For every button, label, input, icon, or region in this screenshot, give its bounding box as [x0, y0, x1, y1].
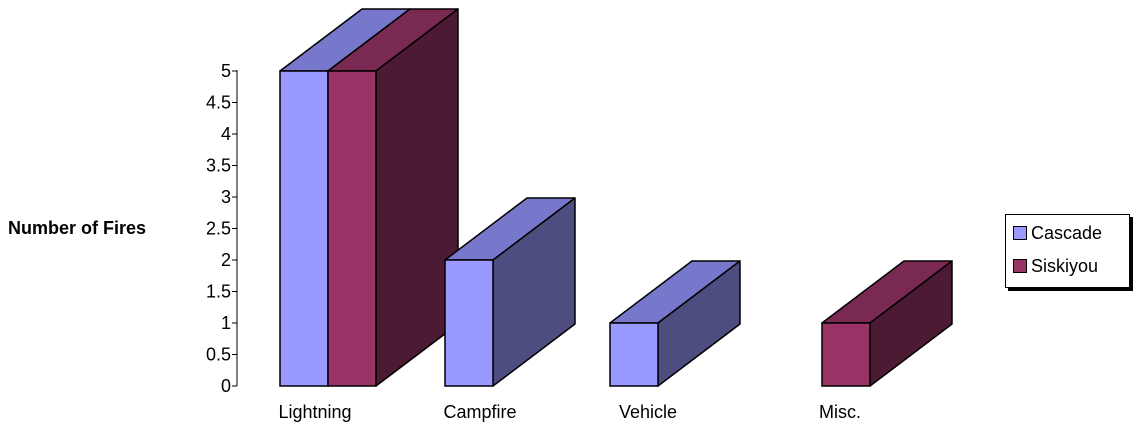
y-axis-label: Number of Fires	[8, 218, 147, 238]
bar-vehicle-cascade-front	[609, 322, 659, 387]
y-tick-label: 4	[221, 124, 231, 144]
legend-label-siskiyou: Siskiyou	[1031, 255, 1099, 276]
y-tick-label: 4.5	[206, 93, 231, 113]
y-tick-label: 2.5	[206, 219, 231, 239]
y-tick-label: 0.5	[206, 345, 231, 365]
y-tick-label: 5	[221, 61, 231, 81]
y-tick-label: 2	[221, 250, 231, 270]
bars	[279, 8, 953, 387]
x-tick-label: Campfire	[443, 402, 516, 422]
y-tick-label: 1	[221, 313, 231, 333]
y-tick-label: 3	[221, 187, 231, 207]
y-axis: 0 0.5 1 1.5 2 2.5 3 3.5 4 4.5 5	[206, 61, 238, 396]
legend: Cascade Siskiyou	[1005, 214, 1130, 288]
bar-campfire-cascade-front	[444, 259, 494, 387]
bar-vehicle-cascade	[609, 260, 741, 387]
legend-swatch-siskiyou	[1013, 259, 1027, 273]
bar-misc-siskiyou-front	[821, 322, 871, 387]
x-tick-label: Misc.	[819, 402, 861, 422]
x-tick-label: Lightning	[278, 402, 351, 422]
bar-lightning-cascade-front	[279, 70, 329, 387]
y-tick-label: 3.5	[206, 156, 231, 176]
bar-misc-siskiyou	[821, 260, 953, 387]
bar-campfire-cascade	[444, 197, 576, 387]
y-tick-label: 0	[221, 376, 231, 396]
legend-item-cascade: Cascade	[1006, 218, 1129, 248]
legend-item-siskiyou: Siskiyou	[1006, 251, 1129, 281]
y-tick-label: 1.5	[206, 282, 231, 302]
legend-label-cascade: Cascade	[1031, 222, 1103, 243]
bar-lightning-siskiyou-front	[327, 70, 377, 387]
x-tick-labels: Lightning Campfire Vehicle Misc.	[278, 402, 861, 422]
x-tick-label: Vehicle	[619, 402, 677, 422]
legend-swatch-cascade	[1013, 226, 1027, 240]
bar-lightning-siskiyou	[327, 8, 459, 387]
